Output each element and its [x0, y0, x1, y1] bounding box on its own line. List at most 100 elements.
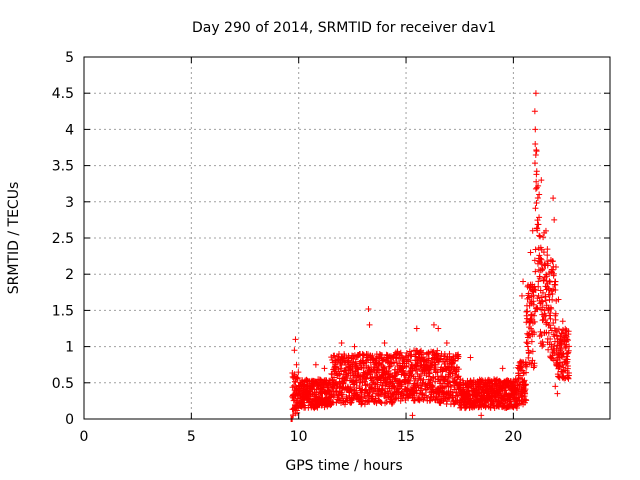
data-point	[565, 328, 572, 335]
data-point	[547, 315, 554, 322]
data-point	[539, 298, 546, 305]
data-point	[535, 283, 542, 290]
data-point	[407, 357, 414, 364]
data-point	[442, 352, 449, 359]
data-point	[401, 371, 408, 378]
data-point	[430, 373, 437, 380]
data-point	[536, 214, 543, 221]
data-point	[540, 277, 547, 284]
data-point	[293, 375, 300, 382]
data-point	[531, 318, 538, 325]
data-point	[405, 380, 412, 387]
data-point	[292, 336, 299, 343]
data-point	[521, 377, 528, 384]
data-point	[332, 358, 339, 365]
data-point	[534, 194, 541, 201]
data-point	[563, 360, 570, 367]
data-point	[552, 310, 559, 317]
data-point	[543, 283, 550, 290]
data-point	[350, 381, 357, 388]
data-point	[523, 397, 530, 404]
data-point	[533, 148, 540, 155]
data-point	[435, 325, 442, 332]
data-point	[518, 292, 525, 299]
data-point	[552, 327, 559, 334]
data-point	[391, 383, 398, 390]
x-axis-label: GPS time / hours	[285, 458, 402, 474]
data-point	[527, 249, 534, 256]
data-point	[353, 384, 360, 391]
data-point	[547, 310, 554, 317]
data-point	[549, 352, 556, 359]
data-point	[530, 292, 537, 299]
data-point	[294, 375, 301, 382]
data-point	[532, 140, 539, 147]
data-point	[295, 369, 302, 376]
data-point	[380, 357, 387, 364]
data-point	[538, 294, 545, 301]
data-point	[549, 258, 556, 265]
data-point	[536, 232, 543, 239]
data-point	[338, 339, 345, 346]
data-point	[542, 227, 549, 234]
data-point	[420, 349, 427, 356]
data-point	[534, 304, 541, 311]
data-point	[532, 308, 539, 315]
data-point	[531, 257, 538, 264]
data-point	[531, 331, 538, 338]
data-point	[558, 330, 565, 337]
data-point	[478, 412, 485, 419]
data-point	[528, 361, 535, 368]
data-point	[535, 278, 542, 285]
data-point	[564, 336, 571, 343]
data-point	[518, 364, 525, 371]
data-point	[524, 343, 531, 350]
data-point	[546, 312, 553, 319]
data-point	[520, 278, 527, 285]
data-point	[339, 391, 346, 398]
data-point	[434, 347, 441, 354]
data-point	[516, 381, 523, 388]
data-point	[499, 365, 506, 372]
data-point	[522, 359, 529, 365]
data-point	[340, 380, 347, 387]
data-point	[402, 353, 409, 360]
data-point	[386, 363, 393, 370]
data-point	[540, 234, 547, 241]
data-point	[538, 299, 545, 306]
y-tick-label: 4	[65, 122, 74, 138]
data-point	[359, 351, 366, 358]
data-point	[523, 339, 530, 346]
data-point	[545, 329, 552, 336]
data-point	[412, 375, 419, 382]
data-point	[544, 246, 551, 253]
data-point	[393, 359, 400, 366]
tick-labels: 0 0.5 1 1.5 2 2.5 3 3.5 4 4.5 5 0 5 10 15 20	[52, 50, 523, 445]
data-point	[532, 151, 539, 158]
data-point	[389, 399, 396, 406]
data-point	[551, 216, 558, 223]
data-point	[366, 321, 373, 328]
data-point	[532, 126, 539, 133]
data-point	[347, 399, 354, 406]
data-point	[532, 287, 539, 294]
data-point	[559, 354, 566, 361]
data-point	[564, 356, 571, 363]
data-point	[534, 227, 541, 234]
data-point	[528, 338, 535, 345]
data-point	[429, 383, 436, 390]
data-point	[330, 374, 337, 381]
data-point	[365, 305, 372, 312]
y-tick-label: 1	[65, 340, 74, 356]
y-tick-label: 0.5	[52, 376, 74, 392]
data-point	[293, 361, 300, 368]
x-tick-label: 0	[80, 429, 89, 445]
data-point	[420, 376, 427, 383]
data-point	[552, 383, 559, 390]
data-point	[390, 390, 397, 397]
data-point	[532, 205, 539, 212]
grid-lines	[84, 57, 610, 419]
data-point	[536, 191, 543, 198]
data-point	[546, 322, 553, 329]
x-tick-label: 10	[290, 429, 308, 445]
